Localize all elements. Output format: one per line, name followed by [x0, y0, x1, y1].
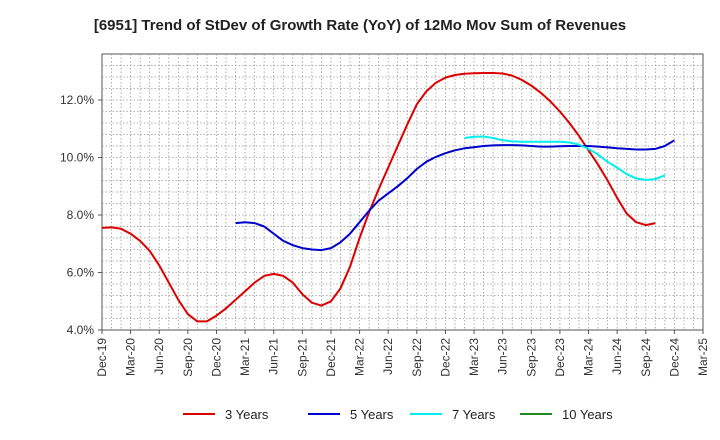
x-tick-label: Mar-24: [582, 338, 596, 376]
x-tick-label: Sep-22: [410, 338, 424, 377]
legend: 3 Years 5 Years 7 Years 10 Years: [183, 407, 613, 422]
x-tick-label: Mar-21: [238, 338, 252, 376]
x-tick-label: Dec-21: [324, 338, 338, 377]
x-tick-label: Mar-23: [467, 338, 481, 376]
x-tick-label: Dec-20: [209, 338, 223, 377]
series-line-7-years: [464, 135, 666, 181]
y-tick-label: 8.0%: [67, 208, 95, 222]
x-tick-label: Mar-22: [353, 338, 367, 376]
legend-label: 3 Years: [225, 407, 269, 422]
y-tick-label: 12.0%: [60, 93, 94, 107]
series-line-5-years: [235, 139, 675, 252]
legend-label: 10 Years: [562, 407, 613, 422]
x-tick-label: Dec-24: [667, 338, 681, 377]
y-tick-label: 6.0%: [67, 266, 95, 280]
x-tick-label: Jun-23: [496, 338, 510, 375]
x-tick-label: Jun-21: [267, 338, 281, 375]
x-tick-label: Dec-19: [95, 338, 109, 377]
x-tick-label: Jun-22: [381, 338, 395, 375]
x-axis: Dec-19 Mar-20 Jun-20 Sep-20 Dec-20 Mar-21 Jun-…: [95, 330, 710, 377]
x-tick-label: Jun-20: [152, 338, 166, 375]
x-tick-label: Sep-20: [181, 338, 195, 377]
y-axis: 4.0% 6.0% 8.0% 10.0% 12.0%: [60, 93, 102, 337]
x-tick-label: Mar-25: [696, 338, 710, 376]
x-tick-label: Sep-24: [639, 338, 653, 377]
x-tick-label: Dec-23: [553, 338, 567, 377]
series-line-3-years: [101, 72, 656, 323]
chart-title: [6951] Trend of StDev of Growth Rate (Yo…: [94, 17, 626, 34]
y-tick-label: 10.0%: [60, 151, 94, 165]
x-tick-label: Dec-22: [438, 338, 452, 377]
legend-label: 5 Years: [350, 407, 394, 422]
x-tick-label: Mar-20: [124, 338, 138, 376]
y-tick-label: 4.0%: [67, 323, 95, 337]
x-tick-label: Sep-21: [295, 338, 309, 377]
legend-label: 7 Years: [452, 407, 496, 422]
x-tick-label: Jun-24: [610, 338, 624, 375]
series-lines: [101, 72, 675, 323]
x-tick-label: Sep-23: [524, 338, 538, 377]
